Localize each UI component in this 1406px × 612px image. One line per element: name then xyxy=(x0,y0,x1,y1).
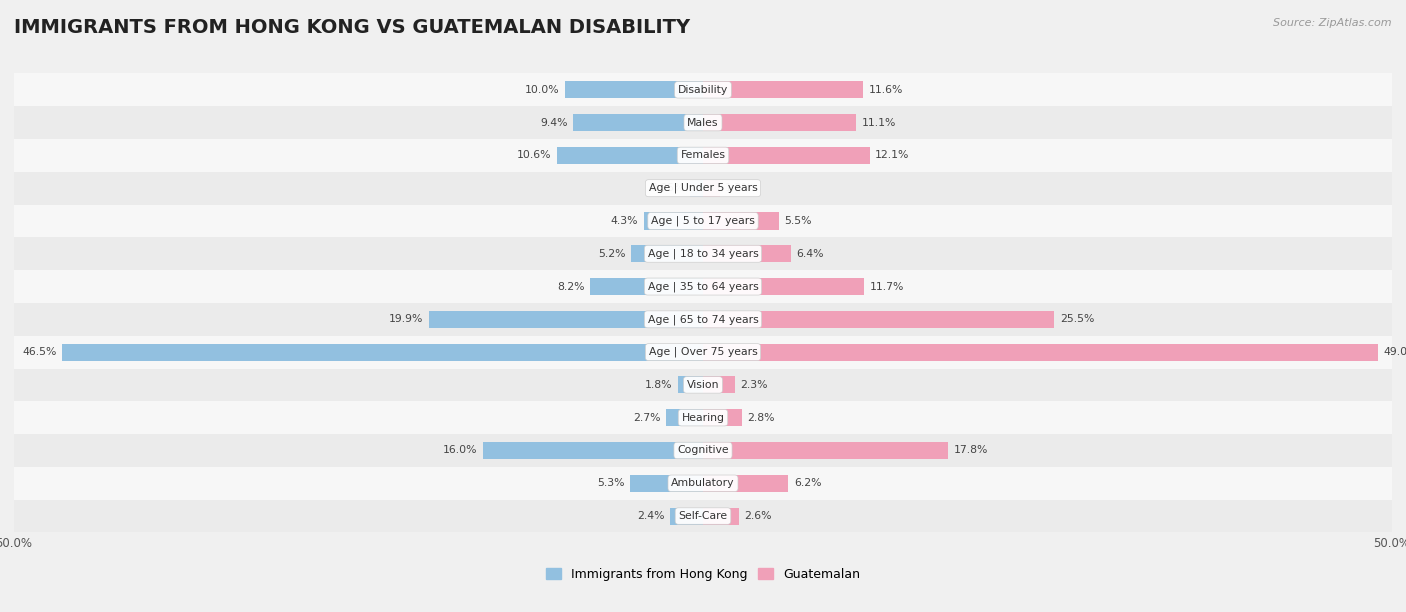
Bar xyxy=(14,368,1392,401)
Bar xyxy=(482,442,703,459)
Legend: Immigrants from Hong Kong, Guatemalan: Immigrants from Hong Kong, Guatemalan xyxy=(541,563,865,586)
Bar xyxy=(14,139,1392,172)
Bar xyxy=(669,507,703,524)
Bar xyxy=(703,475,789,492)
Text: 1.8%: 1.8% xyxy=(645,380,672,390)
Bar xyxy=(14,336,1392,368)
Text: 0.95%: 0.95% xyxy=(650,183,685,193)
Bar xyxy=(644,212,703,230)
Text: 19.9%: 19.9% xyxy=(389,315,423,324)
Bar xyxy=(14,434,1392,467)
Text: 49.0%: 49.0% xyxy=(1384,347,1406,357)
Text: 4.3%: 4.3% xyxy=(610,216,638,226)
Bar xyxy=(666,409,703,426)
Bar xyxy=(703,212,779,230)
Text: Disability: Disability xyxy=(678,85,728,95)
Text: 1.2%: 1.2% xyxy=(725,183,752,193)
Text: 2.8%: 2.8% xyxy=(747,412,775,423)
Bar xyxy=(557,147,703,164)
Text: 8.2%: 8.2% xyxy=(557,282,585,291)
Bar xyxy=(703,311,1054,328)
Bar xyxy=(703,147,870,164)
Bar xyxy=(14,467,1392,499)
Text: 17.8%: 17.8% xyxy=(953,446,988,455)
Text: 5.3%: 5.3% xyxy=(598,478,624,488)
Bar xyxy=(14,172,1392,204)
Bar xyxy=(703,507,738,524)
Text: 9.4%: 9.4% xyxy=(540,118,568,128)
Text: 2.7%: 2.7% xyxy=(633,412,661,423)
Text: Age | Under 5 years: Age | Under 5 years xyxy=(648,183,758,193)
Bar xyxy=(703,278,865,295)
Bar xyxy=(703,376,735,394)
Bar xyxy=(14,303,1392,336)
Bar xyxy=(703,442,948,459)
Text: IMMIGRANTS FROM HONG KONG VS GUATEMALAN DISABILITY: IMMIGRANTS FROM HONG KONG VS GUATEMALAN … xyxy=(14,18,690,37)
Text: Males: Males xyxy=(688,118,718,128)
Bar xyxy=(429,311,703,328)
Text: 11.6%: 11.6% xyxy=(869,85,903,95)
Text: 12.1%: 12.1% xyxy=(875,151,910,160)
Text: 11.1%: 11.1% xyxy=(862,118,896,128)
Text: 5.2%: 5.2% xyxy=(599,248,626,259)
Bar xyxy=(678,376,703,394)
Text: Ambulatory: Ambulatory xyxy=(671,478,735,488)
Bar xyxy=(14,204,1392,237)
Text: 2.3%: 2.3% xyxy=(740,380,768,390)
Bar xyxy=(631,245,703,263)
Bar xyxy=(14,270,1392,303)
Text: 5.5%: 5.5% xyxy=(785,216,811,226)
Text: 11.7%: 11.7% xyxy=(870,282,904,291)
Bar xyxy=(62,343,703,360)
Bar xyxy=(703,343,1378,360)
Bar xyxy=(14,73,1392,106)
Text: 2.6%: 2.6% xyxy=(744,511,772,521)
Text: Age | 18 to 34 years: Age | 18 to 34 years xyxy=(648,248,758,259)
Text: Age | 65 to 74 years: Age | 65 to 74 years xyxy=(648,314,758,324)
Text: Self-Care: Self-Care xyxy=(679,511,727,521)
Text: Age | Over 75 years: Age | Over 75 years xyxy=(648,347,758,357)
Text: Vision: Vision xyxy=(686,380,720,390)
Bar xyxy=(591,278,703,295)
Bar xyxy=(703,81,863,99)
Bar xyxy=(703,409,741,426)
Bar xyxy=(574,114,703,131)
Text: 10.0%: 10.0% xyxy=(524,85,560,95)
Text: Age | 5 to 17 years: Age | 5 to 17 years xyxy=(651,215,755,226)
Bar xyxy=(14,237,1392,270)
Text: Source: ZipAtlas.com: Source: ZipAtlas.com xyxy=(1274,18,1392,28)
Text: 6.2%: 6.2% xyxy=(794,478,821,488)
Text: 46.5%: 46.5% xyxy=(22,347,56,357)
Bar xyxy=(14,106,1392,139)
Bar xyxy=(14,499,1392,532)
Text: Cognitive: Cognitive xyxy=(678,446,728,455)
Text: 25.5%: 25.5% xyxy=(1060,315,1094,324)
Bar xyxy=(703,180,720,196)
Text: 10.6%: 10.6% xyxy=(517,151,551,160)
Text: 6.4%: 6.4% xyxy=(797,248,824,259)
Bar xyxy=(630,475,703,492)
Text: Age | 35 to 64 years: Age | 35 to 64 years xyxy=(648,282,758,292)
Text: 2.4%: 2.4% xyxy=(637,511,665,521)
Text: 16.0%: 16.0% xyxy=(443,446,477,455)
Text: Hearing: Hearing xyxy=(682,412,724,423)
Text: Females: Females xyxy=(681,151,725,160)
Bar xyxy=(14,401,1392,434)
Bar xyxy=(690,180,703,196)
Bar xyxy=(703,114,856,131)
Bar xyxy=(703,245,792,263)
Bar xyxy=(565,81,703,99)
